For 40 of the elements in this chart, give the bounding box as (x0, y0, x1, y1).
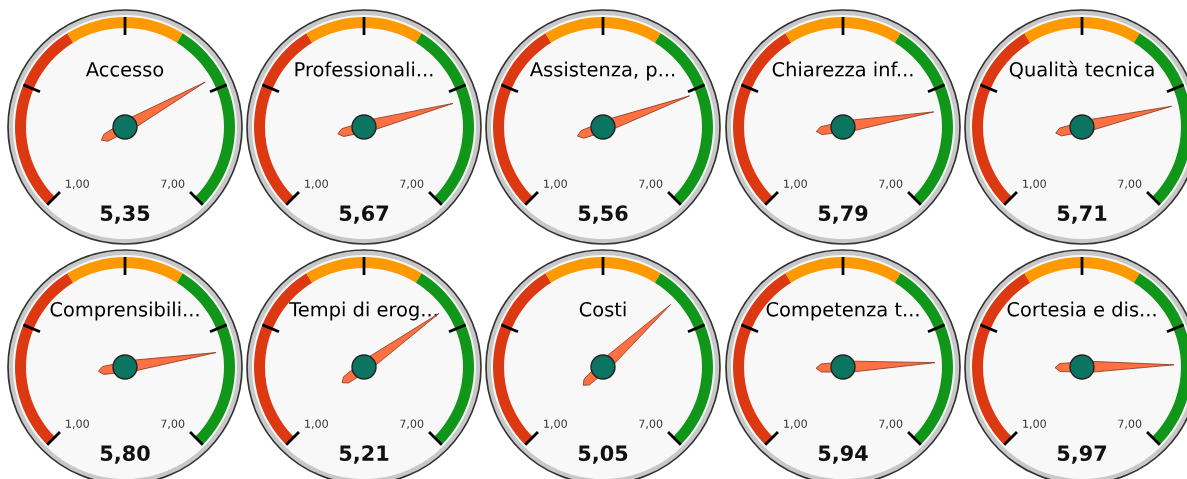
text: 1,00 (305, 179, 328, 190)
text: Assistenza, p... (529, 61, 675, 81)
data-label: 5,21 (339, 445, 389, 464)
text: 1,00 (305, 419, 328, 430)
text: Tempi di erog... (289, 301, 437, 321)
data-label: 5,56 (578, 205, 628, 224)
data-label: 5,35 (100, 205, 150, 224)
text: Cortesia e dis... (1007, 301, 1156, 317)
text: Qualità tecnica (1009, 60, 1154, 79)
text: 1,00 (784, 179, 807, 190)
data-label: 5,79 (818, 205, 868, 224)
data-label: 5,97 (1057, 445, 1107, 464)
text: 1,00 (66, 419, 89, 430)
text: 7,00 (639, 179, 663, 190)
text: 7,00 (161, 419, 185, 430)
text: Chiarezza inf... (772, 61, 913, 77)
data-label: 5,05 (578, 445, 628, 464)
text: 7,00 (879, 419, 903, 430)
text: 1,00 (66, 179, 89, 190)
text: Comprensibili... (50, 301, 199, 321)
text: 7,00 (1118, 419, 1142, 430)
text: 1,00 (544, 419, 567, 430)
data-label: 5,67 (339, 205, 389, 224)
text: 7,00 (879, 179, 903, 190)
text: 1,00 (784, 419, 807, 430)
text: 7,00 (400, 419, 424, 430)
text: 7,00 (1118, 179, 1142, 190)
text: Competenza t... (766, 301, 919, 321)
text: 7,00 (161, 179, 185, 190)
text: 1,00 (1023, 419, 1046, 430)
text: 1,00 (544, 179, 567, 190)
text: Costi (579, 301, 626, 317)
data-label: 5,94 (818, 445, 868, 464)
text: Professionali... (295, 61, 433, 77)
data-label: 5,80 (100, 445, 150, 464)
text: 7,00 (639, 419, 663, 430)
text: 7,00 (400, 179, 424, 190)
text: 1,00 (1023, 179, 1046, 190)
text: Accesso (85, 62, 164, 77)
data-label: 5,71 (1057, 205, 1107, 224)
